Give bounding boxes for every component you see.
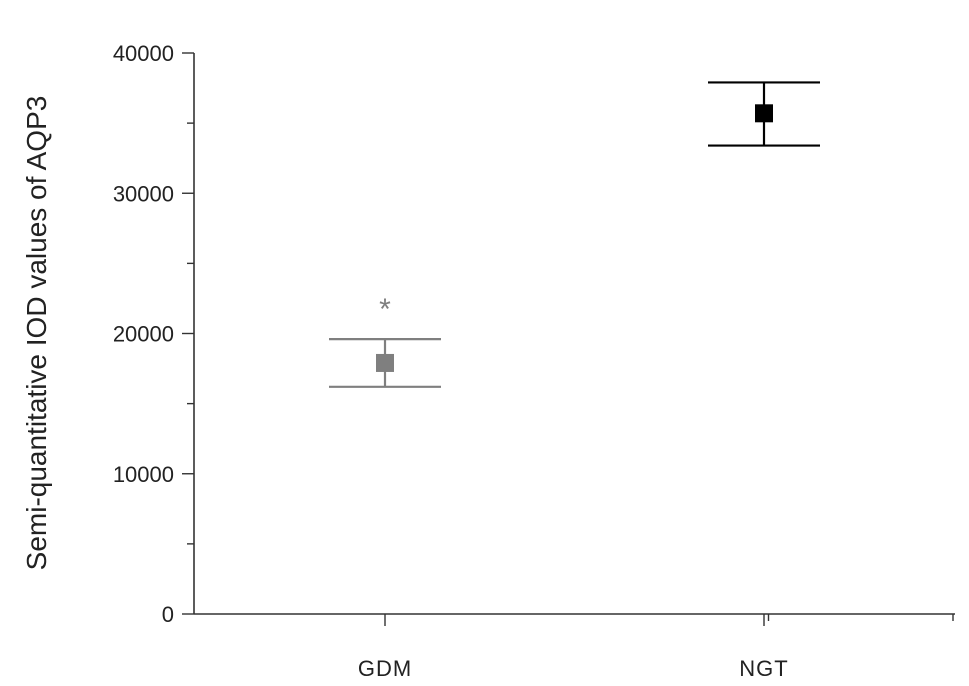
x-axis: GDM NGT [194,613,955,681]
y-axis-title: Semi-quantitative IOD values of AQP3 [21,96,52,571]
y-tick-label: 10000 [113,462,174,487]
data-points: * [329,81,820,388]
mean-marker [376,353,394,372]
y-tick-label: 0 [162,602,174,627]
data-point-gdm: * [329,293,441,388]
mean-marker [755,104,773,123]
y-tick-label: 30000 [113,181,174,206]
significance-annotation: * [379,293,391,326]
y-tick-label: 20000 [113,322,174,347]
x-tick-label: NGT [739,656,788,681]
x-tick-label: GDM [358,656,412,681]
data-point-ngt [708,81,820,147]
y-tick-label: 40000 [113,41,174,66]
y-axis: 0 10000 20000 30000 40000 [113,41,195,627]
